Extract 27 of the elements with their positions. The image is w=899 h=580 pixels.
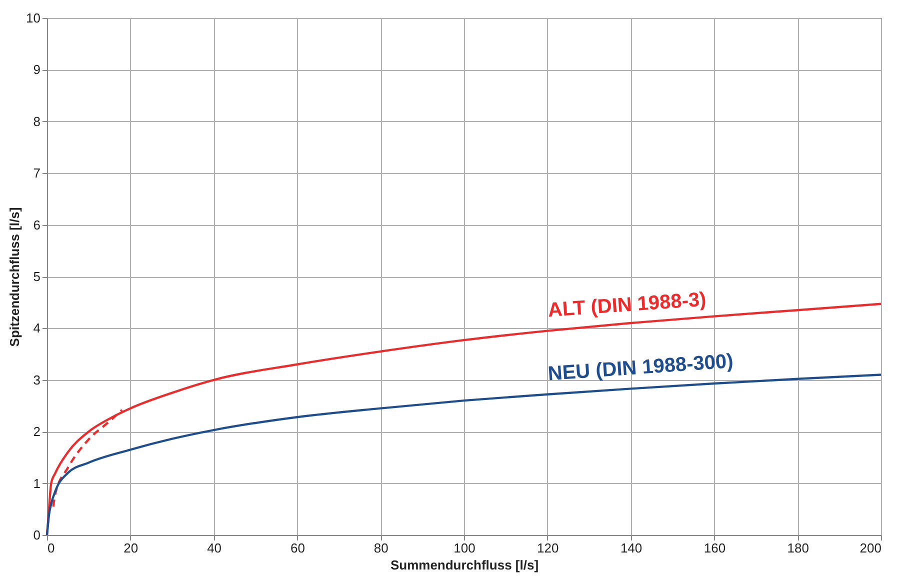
x-tick-label: 200 [860, 540, 882, 556]
x-tick-label: 0 [48, 540, 55, 556]
y-tick-label: 8 [33, 114, 40, 129]
x-tick-label: 180 [787, 540, 809, 556]
x-tick-label: 160 [704, 540, 726, 556]
y-tick-label: 5 [33, 269, 40, 284]
y-tick-label: 1 [33, 476, 40, 491]
y-axis-title: Spitzendurchfluss [l/s] [7, 207, 22, 347]
x-tick-label: 120 [537, 540, 559, 556]
x-tick-label: 100 [454, 540, 476, 556]
x-tick-label: 20 [124, 540, 138, 556]
x-tick-label: 80 [374, 540, 388, 556]
y-tick-label: 10 [26, 10, 40, 26]
y-tick-label: 9 [33, 62, 40, 78]
x-tick-label: 40 [207, 540, 222, 556]
x-axis-title: Summendurchfluss [l/s] [390, 558, 539, 572]
y-tick-label: 0 [33, 528, 40, 542]
y-tick-label: 6 [33, 217, 40, 232]
series-label: ALT (DIN 1988-3) [547, 288, 707, 322]
y-tick-label: 7 [33, 166, 40, 181]
series-label: NEU (DIN 1988-300) [547, 350, 734, 386]
y-tick-label: 4 [33, 320, 40, 336]
x-tick-label: 140 [620, 540, 642, 556]
line-series [52, 408, 124, 508]
y-tick-label: 2 [33, 424, 40, 440]
x-tick-label: 60 [290, 540, 305, 556]
y-tick-label: 3 [33, 372, 40, 388]
